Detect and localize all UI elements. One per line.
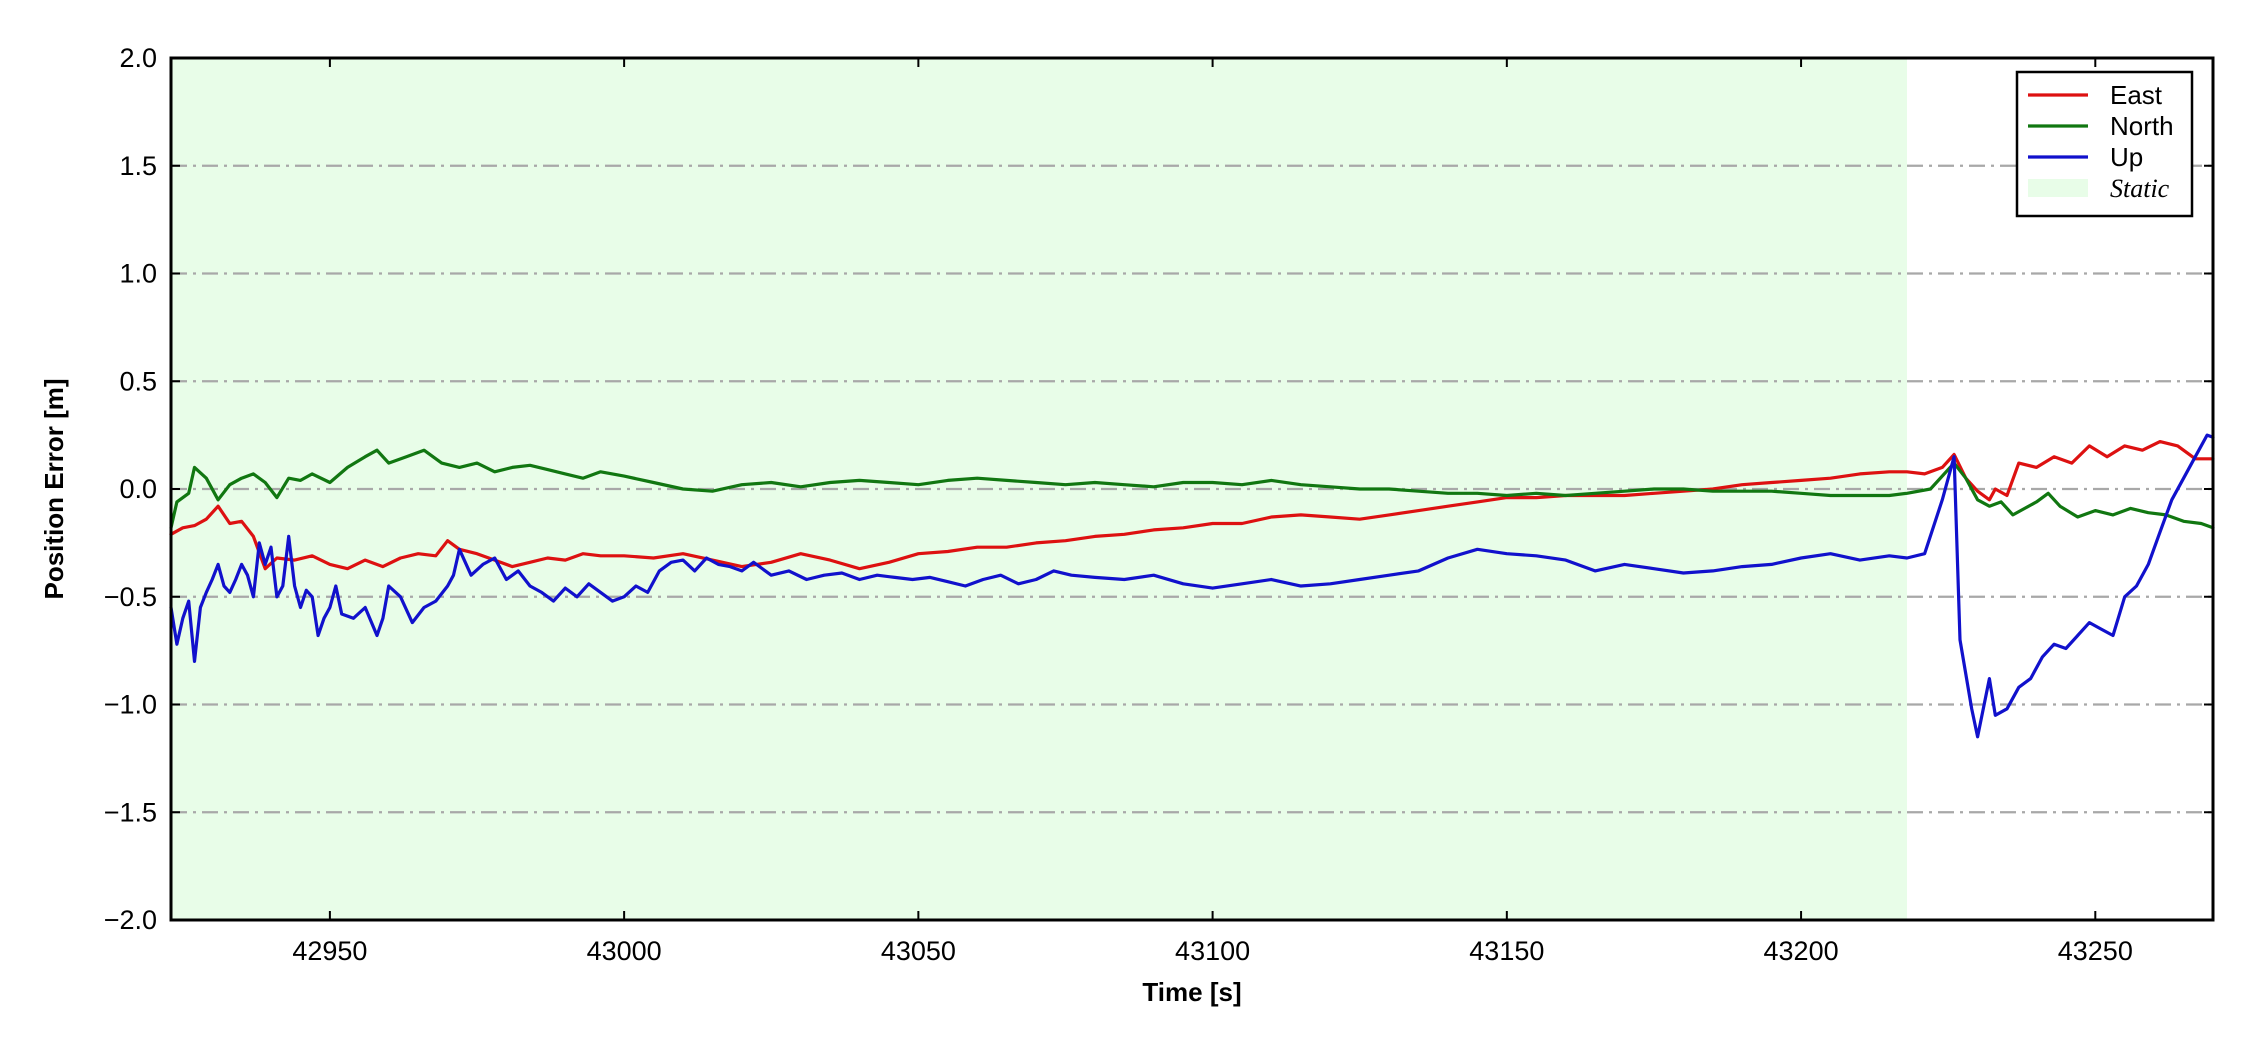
x-tick-label: 42950 <box>292 936 367 966</box>
x-tick-label: 43050 <box>881 936 956 966</box>
series-line-east <box>169 440 2215 571</box>
x-axis-label: Time [s] <box>1142 977 1241 1007</box>
x-tick-label: 43200 <box>1764 936 1839 966</box>
y-tick-label: −1.0 <box>104 690 157 720</box>
legend-label-up: Up <box>2110 142 2143 172</box>
y-tick-label: −0.5 <box>104 582 157 612</box>
x-tick-label: 43000 <box>587 936 662 966</box>
y-axis-label: Position Error [m] <box>39 378 69 599</box>
legend-label-static: Static <box>2110 174 2170 203</box>
y-tick-label: 1.5 <box>119 151 157 181</box>
series-line-north <box>169 448 2215 530</box>
legend-swatch-static <box>2028 179 2088 197</box>
x-tick-label: 43150 <box>1469 936 1544 966</box>
y-tick-label: 2.0 <box>119 43 157 73</box>
y-tick-label: 1.0 <box>119 259 157 289</box>
tick-layer: −2.0 −1.5 −1.0 −0.5 0.0 0.5 1.0 1.5 2.0 42950 4300… <box>104 43 2213 966</box>
legend-label-east: East <box>2110 80 2163 110</box>
x-tick-label: 43100 <box>1175 936 1250 966</box>
x-tick-label: 43250 <box>2058 936 2133 966</box>
y-tick-label: −2.0 <box>104 905 157 935</box>
legend-label-north: North <box>2110 111 2174 141</box>
y-tick-label: 0.5 <box>119 366 157 396</box>
y-tick-label: 0.0 <box>119 474 157 504</box>
series-line-up <box>169 433 2215 739</box>
series-layer <box>169 433 2215 739</box>
y-tick-label: −1.5 <box>104 797 157 827</box>
